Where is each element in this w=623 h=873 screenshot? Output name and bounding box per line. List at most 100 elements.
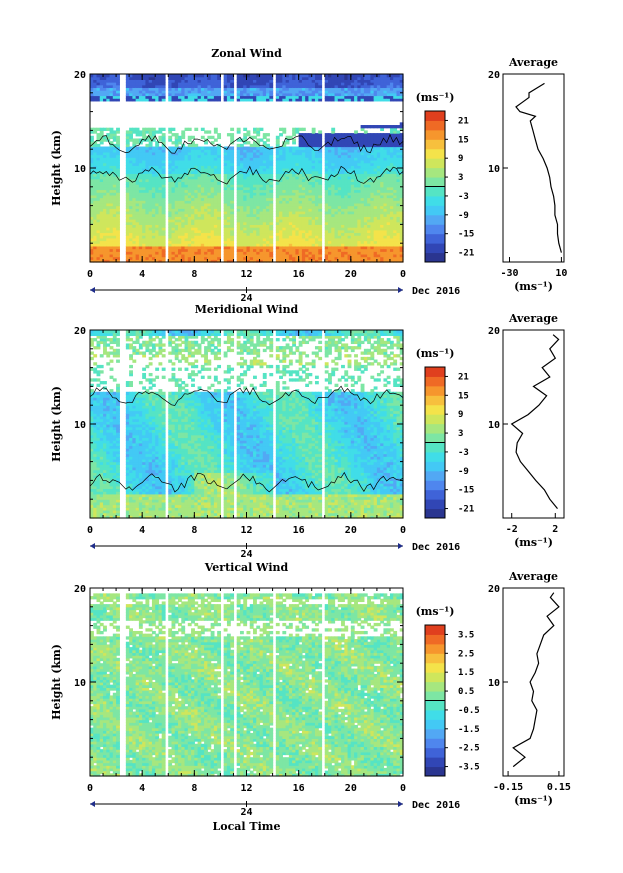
heatmap-cell [96, 76, 101, 80]
heatmap-cell [243, 235, 248, 239]
heatmap-cell [155, 82, 160, 86]
heatmap-cell [213, 200, 218, 204]
heatmap-cell [275, 221, 280, 225]
heatmap-cell [171, 165, 176, 169]
heatmap-cell [389, 82, 394, 86]
heatmap-cell [210, 235, 215, 239]
heatmap-cell [262, 98, 267, 102]
heatmap-cell [354, 165, 358, 169]
heatmap-cell [184, 154, 189, 158]
heatmap-cell [217, 151, 222, 156]
heatmap-cell [256, 159, 261, 164]
heatmap-cell [93, 130, 98, 134]
heatmap-cell [266, 229, 270, 234]
heatmap-cell [292, 146, 297, 150]
heatmap-cell [135, 213, 140, 217]
heatmap-cell [210, 178, 215, 183]
heatmap-cell [308, 146, 313, 150]
heatmap-cell [109, 202, 114, 207]
heatmap-cell [393, 210, 398, 215]
heatmap-cell [200, 87, 205, 91]
heatmap-cell [174, 173, 179, 177]
heatmap-cell [288, 192, 293, 196]
heatmap-cell [389, 151, 394, 156]
heatmap-cell [223, 248, 228, 252]
heatmap-cell [223, 224, 228, 228]
heatmap-cell [350, 237, 355, 242]
heatmap-cell [135, 141, 140, 145]
heatmap-cell [174, 141, 179, 145]
heatmap-cell [360, 205, 365, 209]
heatmap-cell [174, 157, 179, 161]
heatmap-cell [194, 79, 199, 83]
heatmap-cell [236, 184, 241, 188]
heatmap-cell [380, 176, 385, 180]
heatmap-cell [386, 251, 391, 255]
heatmap-cell [275, 138, 280, 142]
heatmap-cell [328, 194, 332, 199]
heatmap-cell [295, 219, 300, 223]
heatmap-cell [243, 159, 248, 164]
heatmap-cell [354, 216, 358, 220]
heatmap-cell [200, 90, 205, 94]
heatmap-cell [324, 210, 329, 215]
heatmap-cell [370, 74, 375, 78]
heatmap-cell [210, 95, 215, 99]
heatmap-cell [314, 205, 319, 209]
heatmap-cell [158, 208, 163, 212]
heatmap-cell [181, 130, 186, 134]
heatmap-cell [354, 232, 358, 236]
heatmap-cell [90, 157, 94, 161]
heatmap-cell [174, 216, 179, 220]
heatmap-cell [112, 76, 117, 80]
heatmap-cell [129, 219, 133, 223]
heatmap-cell [367, 151, 371, 156]
heatmap-cell [226, 205, 231, 209]
heatmap-cell [217, 181, 222, 185]
heatmap-cell [393, 205, 398, 209]
heatmap-cell [109, 76, 114, 80]
heatmap-cell [253, 237, 257, 242]
heatmap-cell [145, 143, 150, 148]
heatmap-cell [275, 229, 280, 234]
heatmap-cell [393, 259, 398, 263]
heatmap-cell [380, 259, 385, 263]
heatmap-cell [334, 95, 339, 99]
heatmap-cell [279, 251, 283, 255]
heatmap-cell [213, 237, 218, 242]
heatmap-cell [363, 154, 368, 158]
heatmap-cell [210, 82, 215, 86]
heatmap-cell [99, 84, 104, 89]
heatmap-cell [161, 87, 166, 91]
heatmap-cell [367, 90, 371, 94]
heatmap-cell [318, 165, 323, 169]
heatmap-cell [295, 245, 300, 250]
heatmap-cell [132, 184, 137, 188]
heatmap-cell [328, 79, 332, 83]
heatmap-cell [259, 227, 264, 231]
heatmap-cell [279, 98, 283, 102]
heatmap-cell [200, 235, 205, 239]
heatmap-cell [171, 181, 176, 185]
heatmap-cell [155, 221, 160, 225]
heatmap-cell [96, 186, 101, 191]
heatmap-cell [230, 127, 235, 131]
heatmap-cell [253, 213, 257, 217]
heatmap-cell [337, 189, 342, 193]
heatmap-cell [337, 181, 342, 185]
heatmap-cell [90, 176, 94, 180]
heatmap-cell [324, 154, 329, 158]
heatmap-cell [243, 256, 248, 260]
heatmap-cell [112, 74, 117, 78]
heatmap-cell [125, 95, 130, 99]
heatmap-cell [380, 87, 385, 91]
heatmap-cell [204, 151, 208, 156]
heatmap-cell [138, 87, 143, 91]
heatmap-cell [246, 243, 251, 247]
heatmap-cell [226, 176, 231, 180]
heatmap-cell [308, 213, 313, 217]
heatmap-cell [373, 82, 378, 86]
heatmap-cell [334, 133, 339, 137]
heatmap-cell [269, 192, 274, 196]
heatmap-cell [125, 157, 130, 161]
